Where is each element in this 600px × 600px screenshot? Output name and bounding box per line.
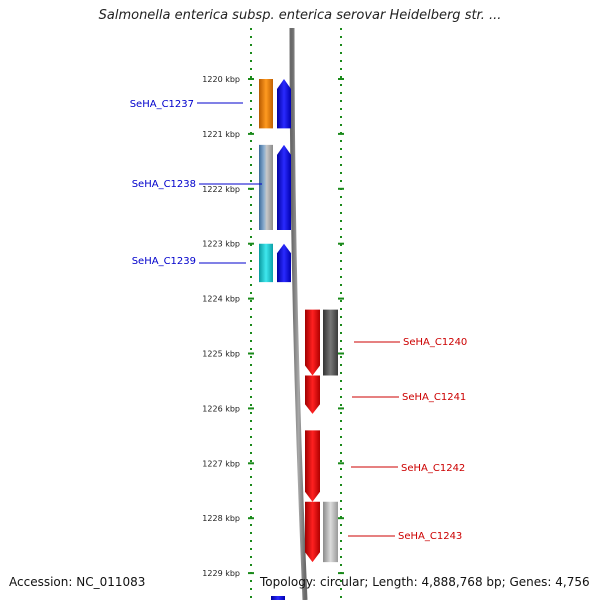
gene-arrow[interactable] <box>277 243 291 283</box>
gene-features[interactable] <box>259 79 338 600</box>
gene-arrow[interactable] <box>277 79 291 129</box>
gene-label[interactable]: SeHA_C1240 <box>403 337 467 348</box>
gene-block[interactable] <box>323 309 338 376</box>
partial-gene-arrow[interactable] <box>271 596 285 600</box>
gene-feature-seha-c1240[interactable] <box>305 309 338 376</box>
gene-arrow[interactable] <box>305 375 320 414</box>
genome-backbone <box>289 27 308 600</box>
gene-arrow[interactable] <box>305 501 320 563</box>
map-title: Salmonella enterica subsp. enterica sero… <box>98 8 502 23</box>
gene-label[interactable]: SeHA_C1237 <box>130 99 194 110</box>
gene-arrow[interactable] <box>277 144 291 230</box>
scale-tick-label: 1222 kbp <box>202 185 240 194</box>
gene-labels[interactable]: SeHA_C1237 SeHA_C1238 SeHA_C1239 SeHA_C1240… <box>130 99 468 542</box>
scale-tick-label: 1221 kbp <box>202 130 240 139</box>
scale-tick-label: 1226 kbp <box>202 404 240 413</box>
scale-tick-label: 1225 kbp <box>202 350 240 359</box>
scale-tick-label: 1223 kbp <box>202 240 240 249</box>
gene-block[interactable] <box>259 243 273 283</box>
gene-label[interactable]: SeHA_C1243 <box>398 531 462 542</box>
gene-feature-seha-c1243[interactable] <box>305 501 338 563</box>
gene-label[interactable]: SeHA_C1241 <box>402 392 466 403</box>
gene-block[interactable] <box>259 144 273 230</box>
gene-feature-seha-c1238[interactable] <box>259 144 291 230</box>
gene-block[interactable] <box>259 79 273 129</box>
scale-ticks: 1220 kbp 1221 kbp 1222 kbp 1223 kbp 1224 kbp… <box>202 75 344 578</box>
scale-tick-label: 1227 kbp <box>202 459 240 468</box>
gene-arrow[interactable] <box>305 430 320 502</box>
scale-tick-label: 1229 kbp <box>202 569 240 578</box>
gene-label[interactable]: SeHA_C1242 <box>401 463 465 474</box>
backbone-curve <box>289 27 308 600</box>
accession-text: Accession: NC_011083 <box>9 575 146 589</box>
gene-feature-seha-c1241[interactable] <box>305 375 320 414</box>
gene-feature-seha-c1242[interactable] <box>305 430 320 502</box>
genome-stats-text: Topology: circular; Length: 4,888,768 bp… <box>260 575 590 589</box>
gene-arrow[interactable] <box>305 309 320 376</box>
gene-label[interactable]: SeHA_C1238 <box>132 179 196 190</box>
gene-feature-seha-c1237[interactable] <box>259 79 291 129</box>
gene-feature-seha-c1239[interactable] <box>259 243 291 283</box>
scale-tick-label: 1224 kbp <box>202 295 240 304</box>
scale-tick-label: 1228 kbp <box>202 514 240 523</box>
gene-label[interactable]: SeHA_C1239 <box>132 256 196 267</box>
scale-tick-label: 1220 kbp <box>202 75 240 84</box>
gene-block[interactable] <box>323 501 338 563</box>
